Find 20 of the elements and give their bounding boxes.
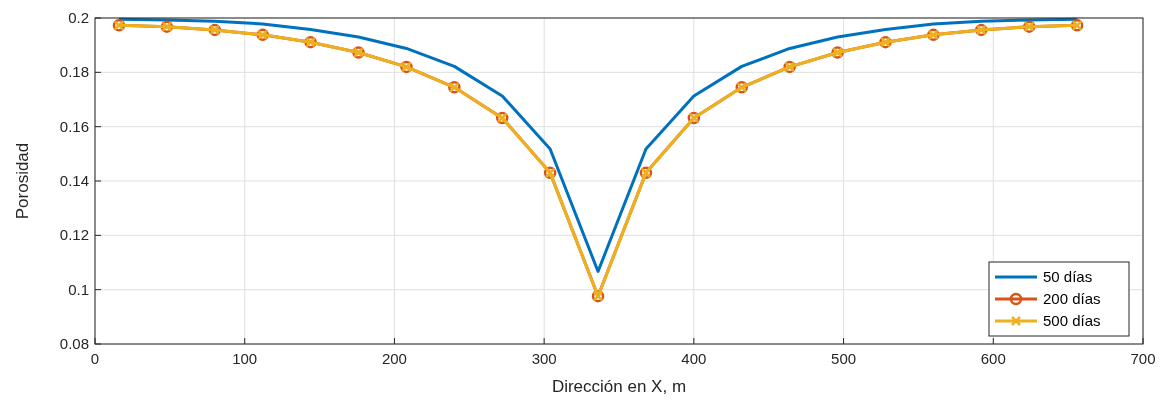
x-tick-label: 200 (381, 350, 407, 367)
y-tick-label: 0.08 (59, 335, 89, 352)
x-axis-title: Dirección en X, m (551, 377, 687, 396)
y-tick-label: 0.12 (59, 226, 89, 244)
y-tick-label: 0.16 (59, 117, 89, 135)
x-tick-label: 100 (232, 350, 258, 367)
x-tick-label: 500 (831, 350, 857, 367)
y-tick-label: 0.1 (68, 280, 89, 298)
x-tick-label: 600 (980, 350, 1006, 367)
x-tick-label: 400 (681, 350, 707, 367)
y-tick-label: 0.2 (68, 9, 89, 26)
y-tick-label: 0.14 (59, 172, 89, 189)
legend-label: 200 días (1043, 290, 1101, 307)
x-tick-label: 300 (531, 350, 557, 367)
x-tick-label: 0 (90, 350, 100, 367)
y-axis-title: Porosidad (13, 142, 32, 220)
x-tick-label: 700 (1130, 350, 1156, 367)
legend-label: 50 días (1043, 268, 1093, 285)
legend-label: 500 días (1043, 312, 1101, 329)
y-tick-label: 0.18 (59, 63, 89, 81)
